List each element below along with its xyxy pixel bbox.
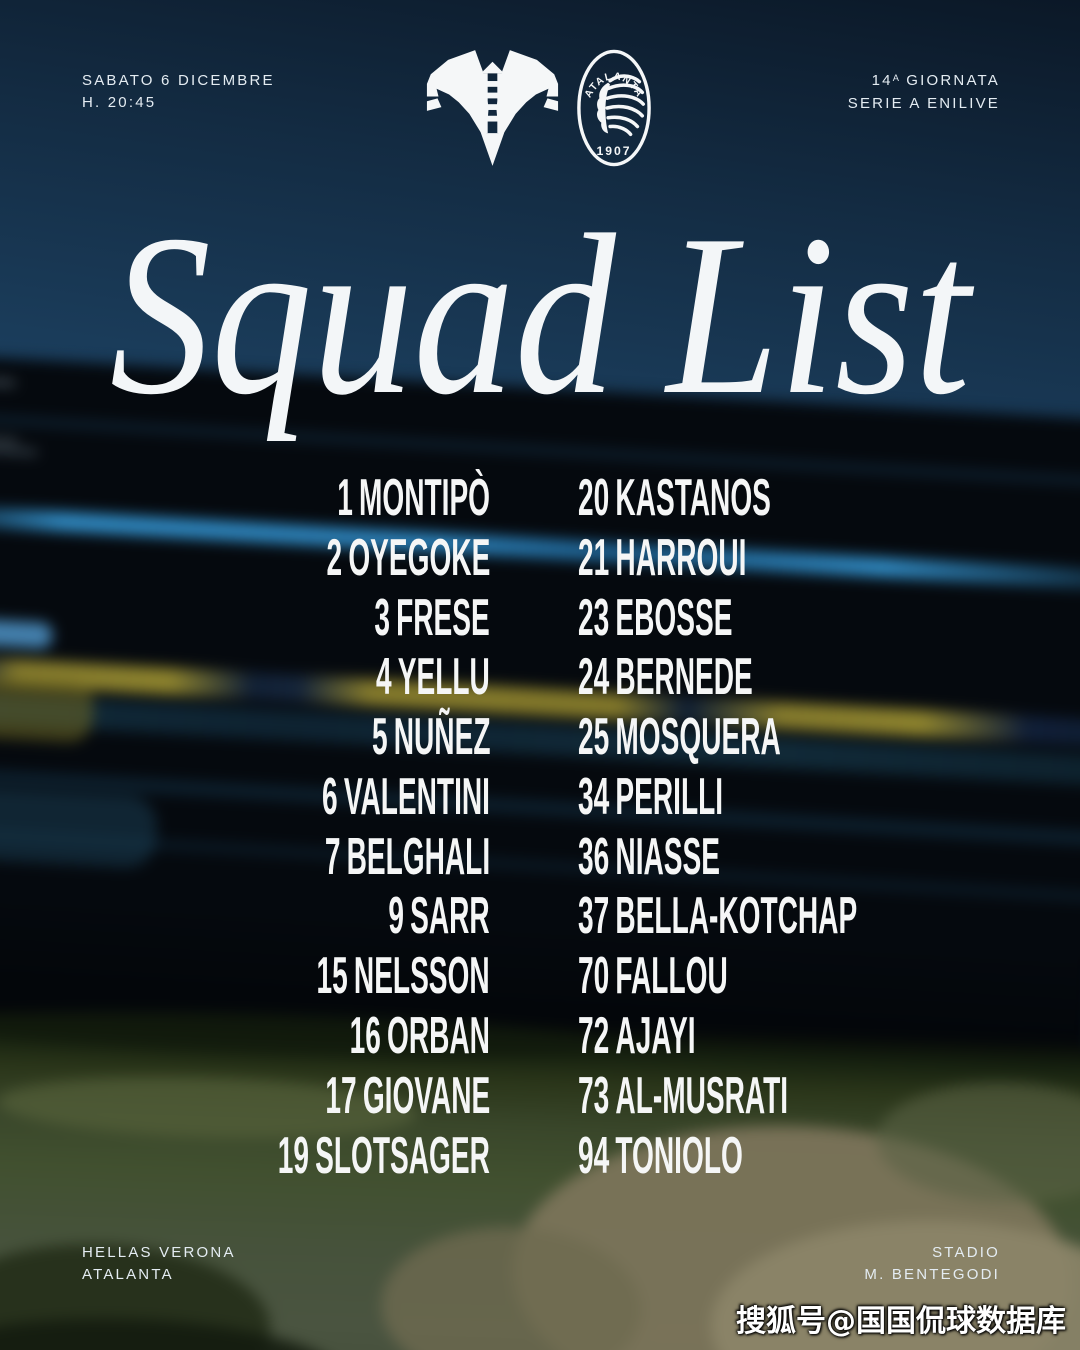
player-name: EBOSSE [615,588,733,647]
player-name: BELGHALI [346,827,490,886]
player-name: HARROUI [615,528,747,587]
player-number: 4 [376,648,392,707]
player-number: 37 [578,887,610,946]
player-name: PERILLI [615,767,724,826]
player-row: 6 VALENTINI [322,767,490,827]
player-row: 37 BELLA-KOTCHAP [578,887,857,947]
player-number: 16 [349,1007,381,1066]
player-row: 19 SLOTSAGER [278,1126,490,1186]
player-row: 94 TONIOLO [578,1126,743,1186]
player-row: 24 BERNEDE [578,647,753,707]
player-row: 21 HARROUI [578,528,746,588]
player-number: 9 [388,887,405,946]
league-label: SERIE A ENILIVE [847,95,1000,112]
player-row: 72 AJAYI [578,1006,696,1066]
player-row: 2 OYEGOKE [326,528,490,588]
squad-column-right: 20 KASTANOS 21 HARROUI 23 EBOSSE 24 BERNEDE … [578,468,1080,1186]
player-name: MOSQUERA [615,708,781,767]
player-row: 1 MONTIPÒ [337,468,490,528]
player-number: 72 [578,1007,610,1066]
player-name: GIOVANE [362,1066,490,1125]
player-row: 25 MOSQUERA [578,707,781,767]
player-number: 19 [277,1126,310,1185]
player-name: NIASSE [615,827,720,886]
player-row: 17 GIOVANE [325,1066,490,1126]
away-team-label: ATALANTA [82,1266,174,1283]
player-name: YELLU [397,648,490,707]
page-title: Squad List [109,187,971,442]
player-row: 73 AL-MUSRATI [578,1066,788,1126]
stadium-name: M. BENTEGODI [864,1266,1000,1283]
ordinal-superscript: A [892,72,900,83]
player-number: 7 [324,827,341,886]
player-number: 34 [578,767,610,826]
squad-column-left: 1 MONTIPÒ 2 OYEGOKE 3 FRESE 4 YELLU 5 NUÑEZ 6… [97,468,490,1186]
home-team-label: HELLAS VERONA [82,1244,236,1261]
match-date-block: SABATO 6 DICEMBRE H. 20:45 [82,70,275,114]
match-date: SABATO 6 DICEMBRE [82,72,275,89]
club-logos: ATALANTA 1907 [0,0,1080,190]
player-name: KASTANOS [615,468,771,527]
player-number: 36 [578,827,610,886]
player-number: 3 [374,588,391,647]
player-row: 5 NUÑEZ [371,707,490,767]
player-name: FRESE [396,588,490,647]
player-row: 23 EBOSSE [578,588,732,648]
player-number: 6 [322,767,338,826]
hellas-verona-logo [426,50,559,166]
player-name: SARR [410,887,490,946]
player-number: 17 [325,1066,357,1125]
player-name: NELSSON [354,947,490,1006]
player-row: 9 SARR [389,887,490,947]
player-row: 36 NIASSE [578,827,720,887]
stadium-block: STADIO M. BENTEGODI [864,1242,1000,1286]
player-row: 7 BELGHALI [325,827,490,887]
player-number: 94 [578,1126,610,1185]
player-number: 21 [578,528,610,587]
player-name: SLOTSAGER [315,1126,490,1185]
player-number: 25 [578,708,610,767]
player-name: MONTIPÒ [358,468,490,527]
player-name: FALLOU [615,947,728,1006]
stadium-label: STADIO [932,1244,1000,1261]
teams-block: HELLAS VERONA ATALANTA [82,1242,236,1286]
kickoff-time: H. 20:45 [82,94,157,111]
player-number: 1 [337,468,353,527]
player-row: 16 ORBAN [350,1006,490,1066]
watermark: 搜狐号@国国侃球数据库 [736,1304,1066,1339]
player-row: 34 PERILLI [578,767,723,827]
player-number: 5 [371,708,388,767]
player-number: 15 [316,947,349,1006]
player-row: 4 YELLU [376,647,490,707]
player-name: OYEGOKE [348,528,490,587]
player-row: 70 FALLOU [578,946,728,1006]
player-number: 24 [578,648,610,707]
player-name: BERNEDE [615,648,753,707]
player-row: 20 KASTANOS [578,468,771,528]
player-name: AJAYI [615,1007,696,1066]
player-number: 2 [326,528,342,587]
player-name: VALENTINI [343,767,490,826]
player-name: NUÑEZ [393,708,490,767]
player-row: 3 FRESE [375,588,490,648]
player-number: 70 [578,947,610,1006]
matchday-label: 14A GIORNATA [871,72,1000,89]
player-number: 23 [578,588,610,647]
atalanta-logo-year: 1907 [597,144,632,158]
player-row: 15 NELSSON [317,946,490,1006]
player-name: TONIOLO [615,1126,743,1185]
player-name: BELLA-KOTCHAP [615,887,858,946]
player-number: 20 [578,468,610,527]
atalanta-logo: ATALANTA 1907 [577,49,651,167]
competition-block: 14A GIORNATA SERIE A ENILIVE [848,70,1000,115]
player-name: AL-MUSRATI [615,1066,789,1125]
player-name: ORBAN [387,1007,490,1066]
player-number: 73 [578,1066,610,1125]
